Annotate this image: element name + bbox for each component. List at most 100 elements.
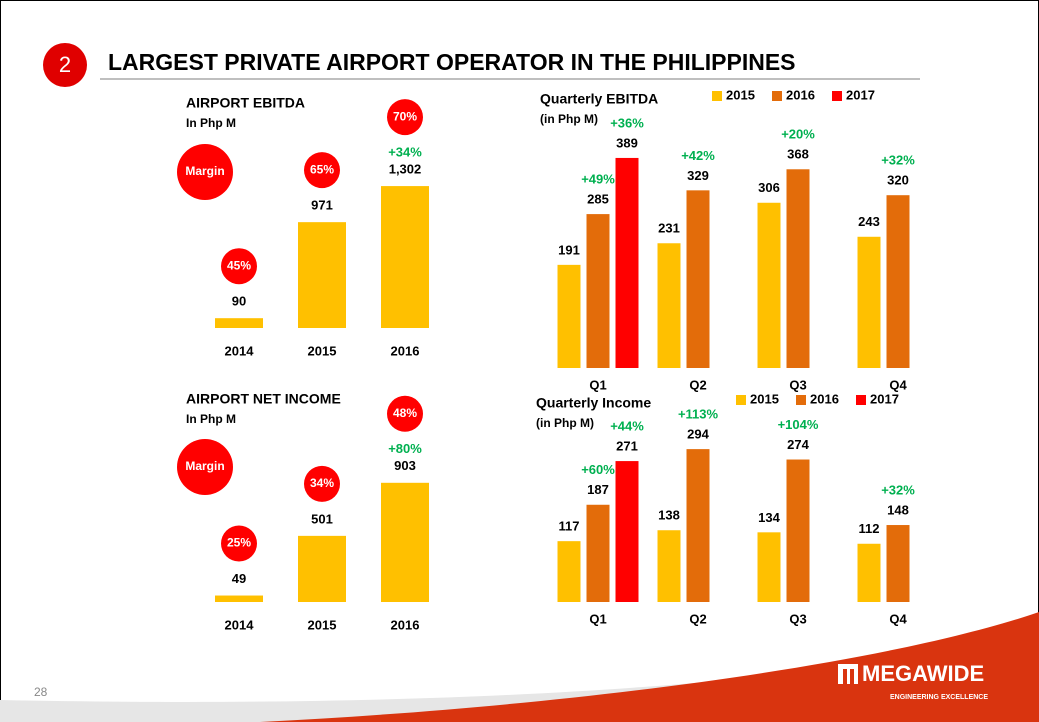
- legend-label: 2016: [786, 87, 815, 102]
- growth-label: +20%: [781, 127, 815, 142]
- growth-label: +36%: [610, 115, 644, 130]
- chart-subtitle: In Php M: [186, 116, 236, 130]
- value-label: 148: [887, 502, 909, 517]
- legend-swatch: [736, 395, 746, 405]
- value-label: 1,302: [389, 162, 422, 177]
- x-tick-label: Q1: [589, 611, 606, 626]
- bar: [886, 195, 910, 368]
- bar: [615, 157, 639, 368]
- legend-label: 2015: [750, 391, 779, 406]
- x-tick-label: 2014: [225, 343, 255, 358]
- margin-label: 65%: [310, 162, 334, 176]
- bar: [757, 532, 781, 602]
- x-tick-label: Q1: [589, 377, 606, 392]
- x-tick-label: 2014: [225, 617, 255, 632]
- margin-bubble: [221, 248, 257, 285]
- x-tick-label: Q4: [889, 611, 907, 626]
- logo-text: MEGAWIDE: [862, 661, 984, 686]
- legend-swatch: [796, 395, 806, 405]
- growth-label: +44%: [610, 419, 644, 434]
- bar: [586, 504, 610, 602]
- bar: [298, 535, 346, 602]
- footer-swoosh-red: [260, 612, 1039, 722]
- legend-label: 2017: [870, 391, 899, 406]
- chart-subtitle: In Php M: [186, 412, 236, 426]
- x-tick-label: Q2: [689, 377, 706, 392]
- bar: [757, 202, 781, 368]
- value-label: 903: [394, 458, 416, 473]
- value-label: 90: [232, 294, 246, 309]
- margin-bubble: [387, 99, 423, 136]
- margin-badge: [177, 439, 233, 495]
- growth-label: +80%: [388, 441, 422, 456]
- value-label: 138: [658, 508, 680, 523]
- value-label: 271: [616, 439, 638, 454]
- legend-swatch: [832, 91, 842, 101]
- x-tick-label: Q3: [789, 611, 806, 626]
- chart-title: Quarterly EBITDA: [540, 91, 658, 107]
- bar: [686, 190, 710, 368]
- logo-icon-bar: [850, 669, 854, 684]
- bar: [615, 461, 639, 602]
- logo-tagline: ENGINEERING EXCELLENCE: [890, 694, 988, 701]
- value-label: 49: [232, 571, 246, 586]
- bar: [886, 525, 910, 602]
- bar: [586, 214, 610, 368]
- chart-subtitle: (in Php M): [536, 416, 594, 430]
- margin-title: Margin: [185, 164, 224, 178]
- value-label: 971: [311, 198, 333, 213]
- margin-bubble: [304, 465, 340, 502]
- value-label: 285: [587, 192, 609, 207]
- margin-label: 48%: [393, 406, 417, 420]
- legend-label: 2015: [726, 87, 755, 102]
- margin-label: 70%: [393, 109, 417, 123]
- chart-title: AIRPORT EBITDA: [186, 95, 305, 111]
- x-tick-label: 2016: [391, 343, 420, 358]
- x-tick-label: 2015: [308, 343, 337, 358]
- growth-label: +60%: [581, 462, 615, 477]
- bar: [786, 459, 810, 602]
- bar: [215, 595, 263, 602]
- chart-title: Quarterly Income: [536, 395, 651, 411]
- bar: [686, 449, 710, 602]
- bar: [657, 530, 681, 602]
- chart-subtitle: (in Php M): [540, 112, 598, 126]
- x-tick-label: 2016: [391, 617, 420, 632]
- bar: [298, 222, 346, 328]
- x-tick-label: Q3: [789, 377, 806, 392]
- x-tick-label: Q4: [889, 377, 907, 392]
- value-label: 329: [687, 168, 709, 183]
- growth-label: +113%: [678, 407, 719, 422]
- chart-title: AIRPORT NET INCOME: [186, 391, 341, 407]
- growth-label: +34%: [388, 145, 422, 160]
- value-label: 306: [758, 180, 780, 195]
- bar: [215, 318, 263, 328]
- growth-label: +32%: [881, 482, 915, 497]
- margin-label: 45%: [227, 258, 251, 272]
- bar: [857, 543, 881, 602]
- bar: [857, 236, 881, 368]
- section-number: 2: [59, 52, 71, 77]
- logo-icon: [838, 664, 858, 684]
- slide-title: LARGEST PRIVATE AIRPORT OPERATOR IN THE …: [108, 49, 796, 75]
- bar: [786, 169, 810, 368]
- growth-label: +104%: [778, 417, 819, 432]
- value-label: 243: [858, 214, 880, 229]
- page-number: 28: [34, 685, 48, 699]
- value-label: 187: [587, 482, 609, 497]
- value-label: 191: [558, 242, 580, 257]
- legend-label: 2016: [810, 391, 839, 406]
- section-badge: [43, 43, 87, 87]
- x-tick-label: 2015: [308, 617, 337, 632]
- logo-icon-bar: [843, 669, 847, 684]
- value-label: 231: [658, 221, 680, 236]
- value-label: 501: [311, 511, 333, 526]
- legend-swatch: [772, 91, 782, 101]
- growth-label: +32%: [881, 153, 915, 168]
- margin-badge: [177, 144, 233, 200]
- value-label: 134: [758, 510, 780, 525]
- value-label: 389: [616, 135, 638, 150]
- value-label: 117: [559, 519, 580, 534]
- margin-label: 25%: [227, 536, 251, 550]
